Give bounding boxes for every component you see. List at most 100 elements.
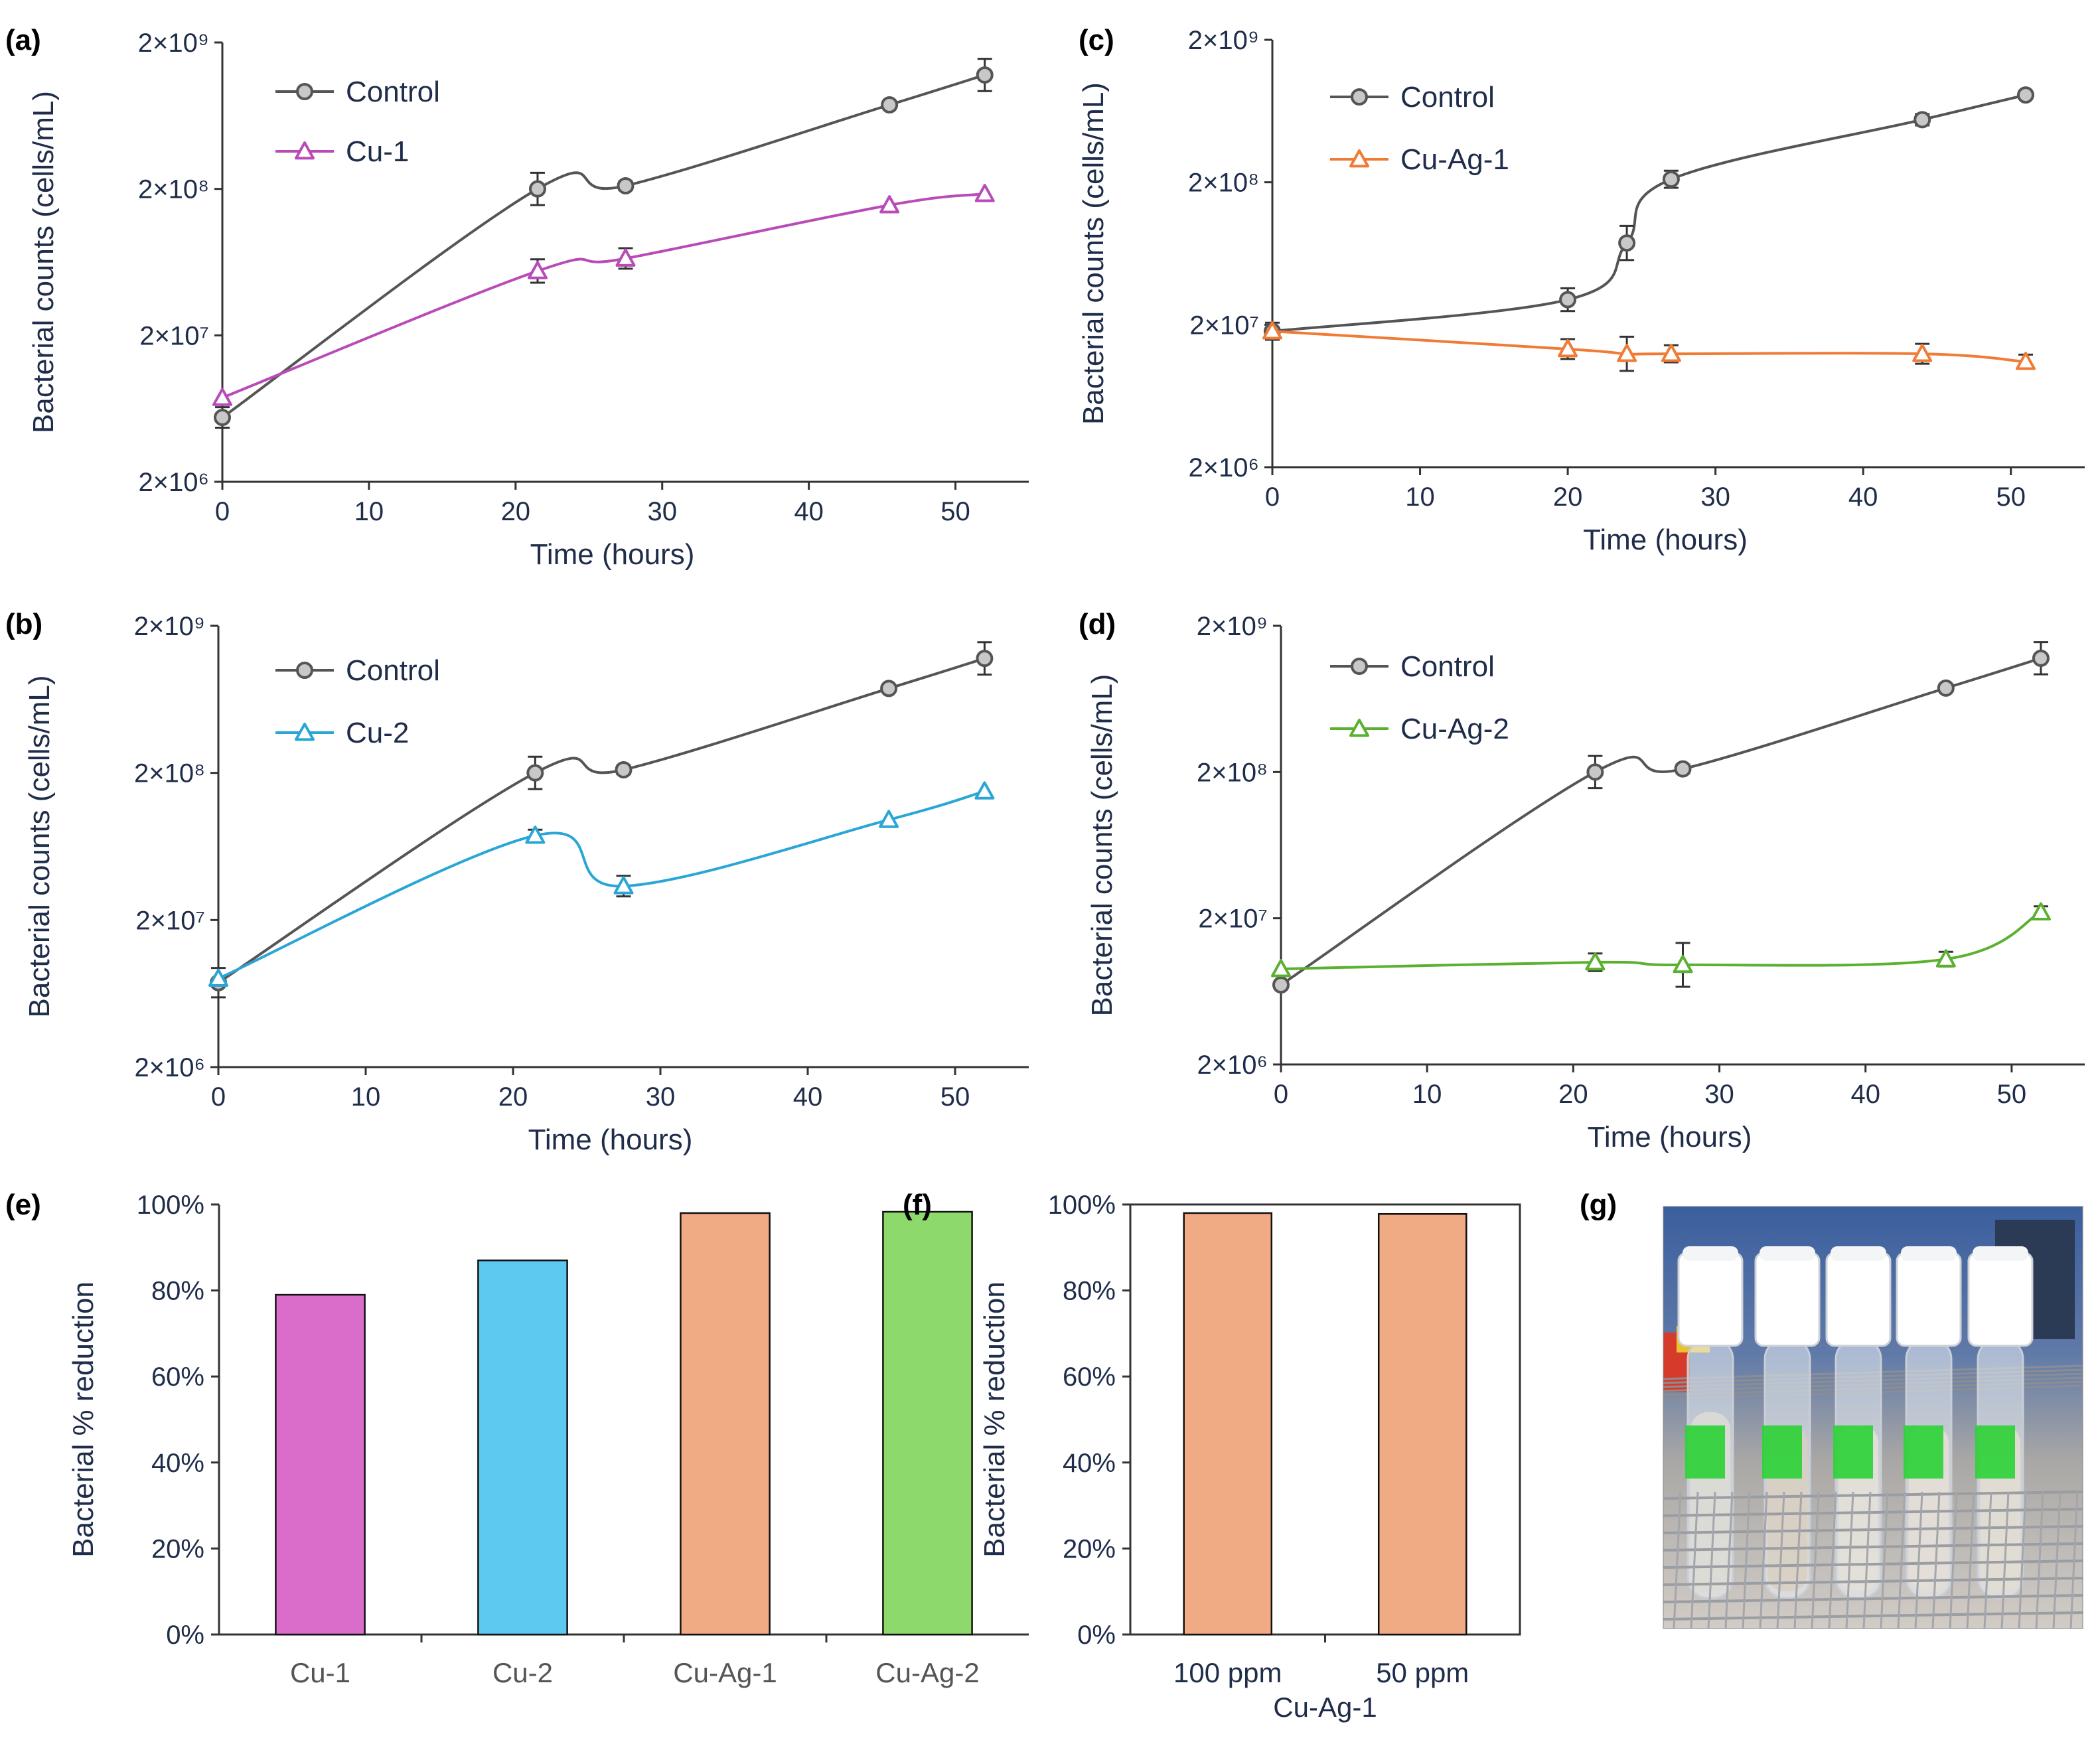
panel-d: (d) 2×10⁶ 2×10⁷ 2×10⁸ 2×10⁹ 0 10 20 30 40 50 Time (…: [1079, 608, 2085, 1153]
rack-rod: [1663, 1611, 2083, 1621]
rack-rod: [1663, 1594, 2083, 1603]
x-axis-title: Time (hours): [1583, 524, 1748, 556]
x-tick-label: 30: [647, 497, 677, 526]
rack-rod: [1862, 1491, 1872, 1629]
bar-cu-1: [275, 1293, 366, 1636]
data-point: [2032, 649, 2050, 667]
rack-rod: [1793, 1491, 1803, 1629]
tube-cap: [1896, 1252, 1962, 1347]
rack-rod: [1828, 1491, 1837, 1629]
series-control: [1272, 641, 2050, 994]
rack-rod: [1673, 1491, 1682, 1629]
x-tick-label: 0: [211, 1082, 226, 1112]
data-point: [1272, 976, 1290, 994]
data-point: [1586, 763, 1604, 781]
series-line: [217, 657, 985, 984]
rack-rod: [1724, 1491, 1734, 1629]
y-tick-label: 0%: [166, 1621, 204, 1650]
y-tick-label: 2×10⁶: [138, 468, 209, 497]
data-point: [526, 764, 544, 782]
legend-marker: [295, 723, 315, 741]
rack-rod: [1845, 1491, 1854, 1629]
y-axis-title: Bacterial counts (cells/mL): [27, 91, 60, 433]
bar-cu-ag-2: [882, 1210, 973, 1636]
x-tick-label: 20: [1558, 1080, 1588, 1109]
y-tick-label: 2×10⁹: [134, 612, 205, 641]
x-tick-label: 0: [215, 497, 230, 526]
rack-rod: [1663, 1492, 1665, 1512]
rack-rod: [2018, 1491, 2027, 1629]
x-tick-label: 0: [1274, 1080, 1288, 1109]
legend-marker: [1351, 658, 1368, 675]
category-label: Cu-Ag-2: [875, 1657, 979, 1688]
x-axis-title: Time (hours): [530, 538, 695, 571]
panel-label: (c): [1079, 24, 1114, 56]
data-point: [1661, 344, 1681, 362]
data-point: [1559, 291, 1577, 309]
legend-label: Cu-Ag-1: [1400, 143, 1509, 176]
y-axis-title: Bacterial counts (cells/mL): [23, 676, 56, 1018]
y-tick-label: 2×10⁷: [139, 321, 209, 350]
y-tick-label: 40%: [151, 1449, 204, 1478]
data-point: [527, 261, 548, 279]
legend-marker: [296, 83, 313, 100]
tube-label-tag: [1762, 1425, 1802, 1479]
series-cu-1: [212, 184, 995, 406]
series-line: [1280, 656, 2042, 986]
data-point: [1585, 952, 1606, 971]
tube-cap-top: [1760, 1246, 1815, 1261]
y-tick-label: 100%: [137, 1191, 204, 1220]
rack-rod: [2035, 1491, 2044, 1629]
x-tick-label: 20: [501, 497, 531, 526]
x-tick-label: 20: [498, 1082, 528, 1112]
data-point: [528, 180, 546, 198]
y-tick-label: 20%: [1063, 1534, 1116, 1563]
tube-cap: [1754, 1252, 1821, 1347]
data-point: [2015, 352, 2036, 370]
y-tick-label: 0%: [1077, 1621, 1116, 1650]
test-tube: [1677, 1246, 1744, 1599]
tube-cap: [1967, 1252, 2034, 1347]
series-cu-2: [208, 781, 995, 987]
data-point: [879, 195, 900, 214]
rack-rod: [1663, 1542, 2083, 1552]
x-tick-label: 50: [940, 497, 970, 526]
data-point: [974, 184, 995, 202]
rack-rod: [1931, 1491, 1941, 1629]
data-point: [1617, 344, 1637, 362]
panel-label: (a): [5, 24, 41, 56]
x-axis-title: Cu-Ag-1: [1273, 1692, 1377, 1723]
series-line: [218, 790, 985, 980]
y-tick-label: 2×10⁷: [1198, 905, 1268, 934]
rack-rod: [2088, 1492, 2095, 1629]
legend-label: Cu-Ag-2: [1400, 713, 1509, 745]
y-tick-label: 2×10⁶: [1197, 1051, 1268, 1080]
x-tick-label: 40: [1850, 1080, 1880, 1109]
rack-rod: [1811, 1491, 1820, 1629]
category-label: Cu-Ag-1: [673, 1657, 777, 1688]
series-line: [1272, 330, 2026, 364]
legend-label: Cu-2: [346, 717, 409, 749]
category-label: 100 ppm: [1173, 1657, 1282, 1688]
x-tick-label: 30: [646, 1082, 676, 1112]
data-point: [974, 781, 995, 800]
rack-rod: [1742, 1491, 1751, 1629]
series-line: [221, 74, 986, 419]
x-tick-label: 20: [1553, 482, 1583, 512]
x-tick-label: 50: [1996, 482, 2026, 512]
data-point: [1673, 954, 1693, 974]
rack-rod: [1914, 1491, 1923, 1629]
y-tick-label: 2×10⁸: [1197, 758, 1268, 787]
rack-rod: [1663, 1490, 2083, 1500]
bar-cu-ag-1: [680, 1212, 771, 1636]
rack-rod: [1759, 1491, 1768, 1629]
data-point: [212, 388, 232, 406]
rack-rod: [1663, 1525, 2083, 1534]
data-point: [976, 66, 994, 84]
panel-c: (c) 2×10⁶ 2×10⁷ 2×10⁸ 2×10⁹ 0 10 20 30 40 50 Time (…: [1077, 24, 2085, 556]
x-axis-title: Time (hours): [1588, 1121, 1752, 1153]
legend-label: Control: [1400, 81, 1495, 113]
bar-50-ppm: [1377, 1213, 1467, 1636]
panel-a: (a) 2×10⁶ 2×10⁷ 2×10⁸ 2×10⁹ 0 10 20 30 40 50 Time (…: [5, 24, 1029, 571]
rack-rod: [1983, 1491, 1992, 1629]
